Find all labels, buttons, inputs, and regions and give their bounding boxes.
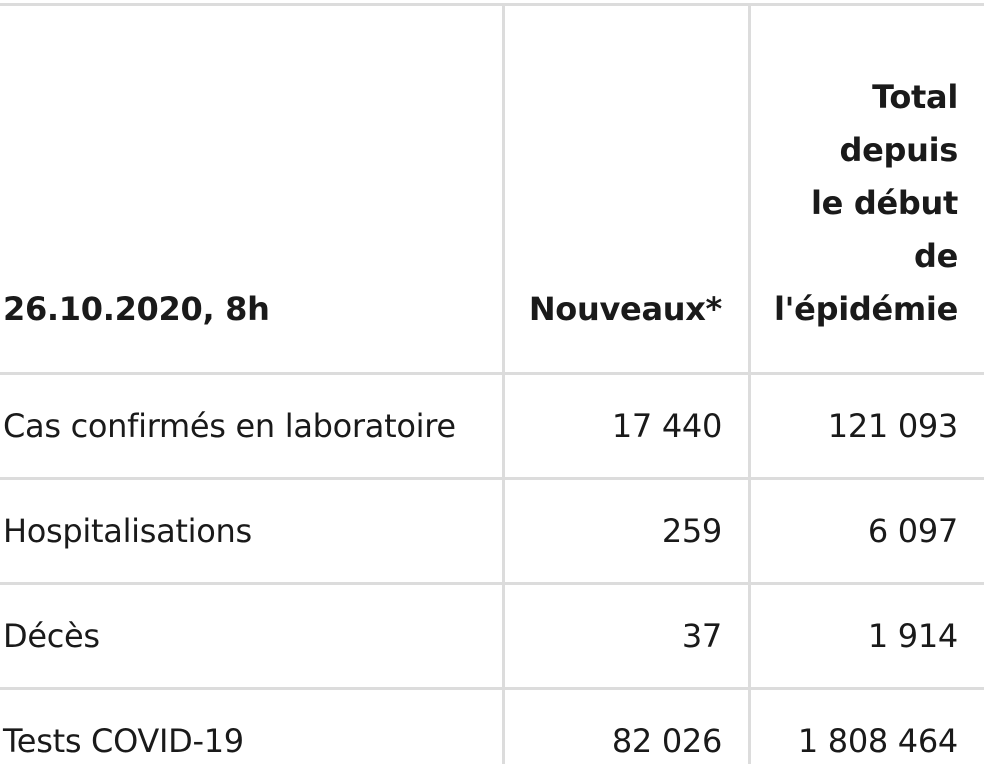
table-row: Hospitalisations 259 6 097 bbox=[0, 477, 984, 585]
row-total-value: 1 914 bbox=[748, 582, 984, 690]
header-total-line: depuis bbox=[839, 131, 958, 169]
header-total-line: de bbox=[913, 237, 958, 275]
row-label: Décès bbox=[0, 582, 505, 690]
table-row: Tests COVID-19 82 026 1 808 464 bbox=[0, 687, 984, 764]
table-header-row: 26.10.2020, 8h Nouveaux* Total depuis le… bbox=[0, 3, 984, 375]
table-row: Cas confirmés en laboratoire 17 440 121 … bbox=[0, 372, 984, 480]
header-date: 26.10.2020, 8h bbox=[0, 3, 505, 375]
row-new-value: 82 026 bbox=[502, 687, 751, 764]
row-new-value: 37 bbox=[502, 582, 751, 690]
row-new-value: 259 bbox=[502, 477, 751, 585]
row-label: Tests COVID-19 bbox=[0, 687, 505, 764]
row-new-value: 17 440 bbox=[502, 372, 751, 480]
row-total-value: 6 097 bbox=[748, 477, 984, 585]
header-total-line: Total bbox=[872, 78, 958, 116]
covid-stats-table: 26.10.2020, 8h Nouveaux* Total depuis le… bbox=[0, 3, 984, 764]
header-total-line: l'épidémie bbox=[774, 290, 958, 328]
row-total-value: 121 093 bbox=[748, 372, 984, 480]
row-label: Cas confirmés en laboratoire bbox=[0, 372, 505, 480]
table-row: Décès 37 1 914 bbox=[0, 582, 984, 690]
header-total-line: le début bbox=[810, 184, 958, 222]
row-label: Hospitalisations bbox=[0, 477, 505, 585]
header-new: Nouveaux* bbox=[502, 3, 751, 375]
header-total: Total depuis le début de l'épidémie bbox=[748, 3, 984, 375]
row-total-value: 1 808 464 bbox=[748, 687, 984, 764]
